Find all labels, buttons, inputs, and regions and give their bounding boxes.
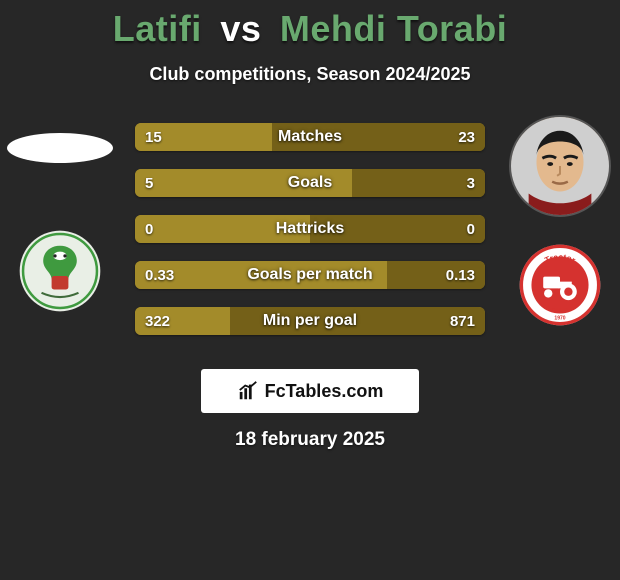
stat-row-matches: 1523Matches [135,123,485,151]
stat-row-min-per-goal: 322871Min per goal [135,307,485,335]
content-area: Tractor CLUB 1970 1523Matches53Goals00Ha… [0,115,620,455]
stat-value-left: 0.33 [145,261,174,289]
stat-value-right: 23 [458,123,475,151]
stat-row-goals-per-match: 0.330.13Goals per match [135,261,485,289]
bar-right [230,307,486,335]
bar-right [272,123,486,151]
stat-value-right: 3 [467,169,475,197]
stat-value-left: 322 [145,307,170,335]
player2-club-logo: Tractor CLUB 1970 [518,243,602,327]
player1-name: Latifi [113,8,202,49]
stat-row-goals: 53Goals [135,169,485,197]
branding-text: FcTables.com [265,381,384,402]
subtitle: Club competitions, Season 2024/2025 [0,64,620,85]
bar-right [310,215,485,243]
title: Latifi vs Mehdi Torabi [0,0,620,50]
stat-value-left: 0 [145,215,153,243]
stat-row-hattricks: 00Hattricks [135,215,485,243]
stat-value-right: 871 [450,307,475,335]
bar-left [135,215,310,243]
right-column: Tractor CLUB 1970 [500,115,620,355]
branding-badge: FcTables.com [201,369,419,413]
chart-icon [237,380,259,402]
vs-text: vs [220,8,261,49]
stat-value-right: 0 [467,215,475,243]
stat-value-left: 15 [145,123,162,151]
club2-year: 1970 [554,315,565,321]
stat-value-left: 5 [145,169,153,197]
left-column [0,115,120,355]
comparison-card: Latifi vs Mehdi Torabi Club competitions… [0,0,620,580]
player1-avatar [7,133,113,163]
date-text: 18 february 2025 [0,429,620,451]
stat-bars: 1523Matches53Goals00Hattricks0.330.13Goa… [135,123,485,335]
bar-right [352,169,485,197]
club2-sub: CLUB [552,308,568,314]
player2-avatar [509,115,611,217]
bar-left [135,169,352,197]
player1-club-logo [18,229,102,313]
player2-name: Mehdi Torabi [280,8,507,49]
stat-value-right: 0.13 [446,261,475,289]
